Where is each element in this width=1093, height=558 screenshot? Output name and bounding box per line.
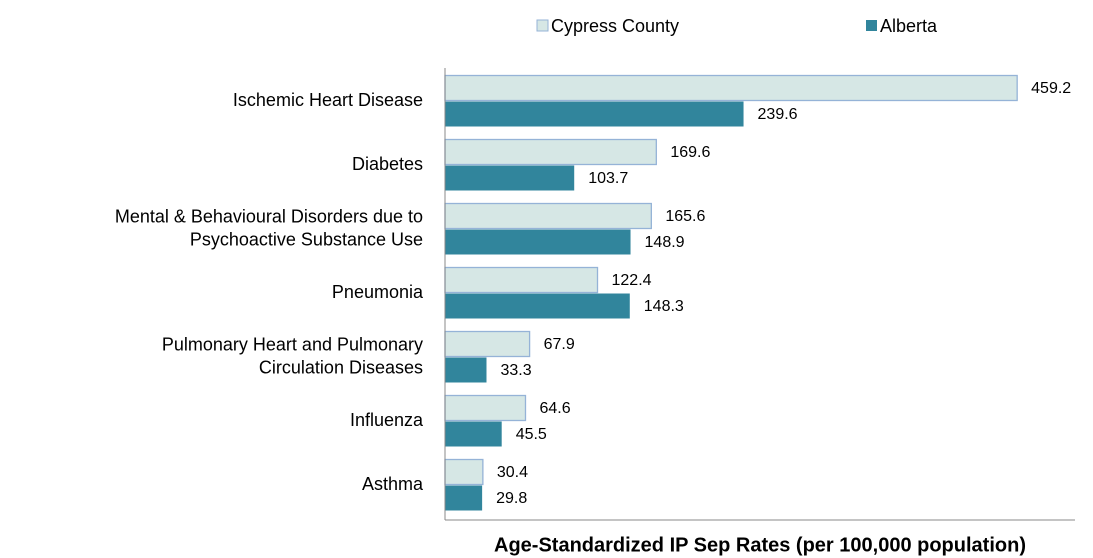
value-label: 33.3	[500, 362, 531, 379]
bar	[445, 485, 483, 511]
bar	[445, 101, 744, 127]
value-label: 165.6	[665, 208, 705, 225]
value-label: 64.6	[539, 400, 570, 417]
value-label: 148.9	[645, 234, 685, 251]
bar	[444, 330, 531, 358]
value-label: 122.4	[612, 272, 652, 289]
value-label: 148.3	[644, 298, 684, 315]
bar	[445, 165, 575, 191]
category-label: Pneumonia	[332, 282, 424, 302]
category-label: Psychoactive Substance Use	[190, 229, 423, 249]
legend-swatch	[866, 20, 877, 31]
value-label: 239.6	[758, 106, 798, 123]
legend-label: Cypress County	[551, 16, 679, 36]
bar	[445, 421, 502, 447]
bar	[444, 394, 527, 422]
bar	[444, 266, 599, 294]
category-label: Asthma	[362, 474, 424, 494]
value-label: 103.7	[588, 170, 628, 187]
value-label: 45.5	[516, 426, 547, 443]
bar	[445, 229, 631, 255]
bar	[444, 202, 652, 230]
category-label: Mental & Behavioural Disorders due to	[115, 206, 423, 226]
value-label: 29.8	[496, 490, 527, 507]
bar	[445, 293, 630, 319]
bar	[444, 138, 657, 166]
category-label: Circulation Diseases	[259, 357, 423, 377]
legend-swatch	[536, 19, 549, 32]
bar	[445, 357, 487, 383]
value-label: 30.4	[497, 464, 528, 481]
value-label: 169.6	[670, 144, 710, 161]
bar	[444, 458, 484, 486]
value-label: 459.2	[1031, 80, 1071, 97]
bar	[444, 74, 1018, 102]
category-label: Pulmonary Heart and Pulmonary	[162, 334, 423, 354]
x-axis-label: Age-Standardized IP Sep Rates (per 100,0…	[494, 534, 1026, 556]
category-label: Ischemic Heart Disease	[233, 90, 423, 110]
category-label: Influenza	[350, 410, 424, 430]
legend-label: Alberta	[880, 16, 938, 36]
value-label: 67.9	[544, 336, 575, 353]
category-label: Diabetes	[352, 154, 423, 174]
